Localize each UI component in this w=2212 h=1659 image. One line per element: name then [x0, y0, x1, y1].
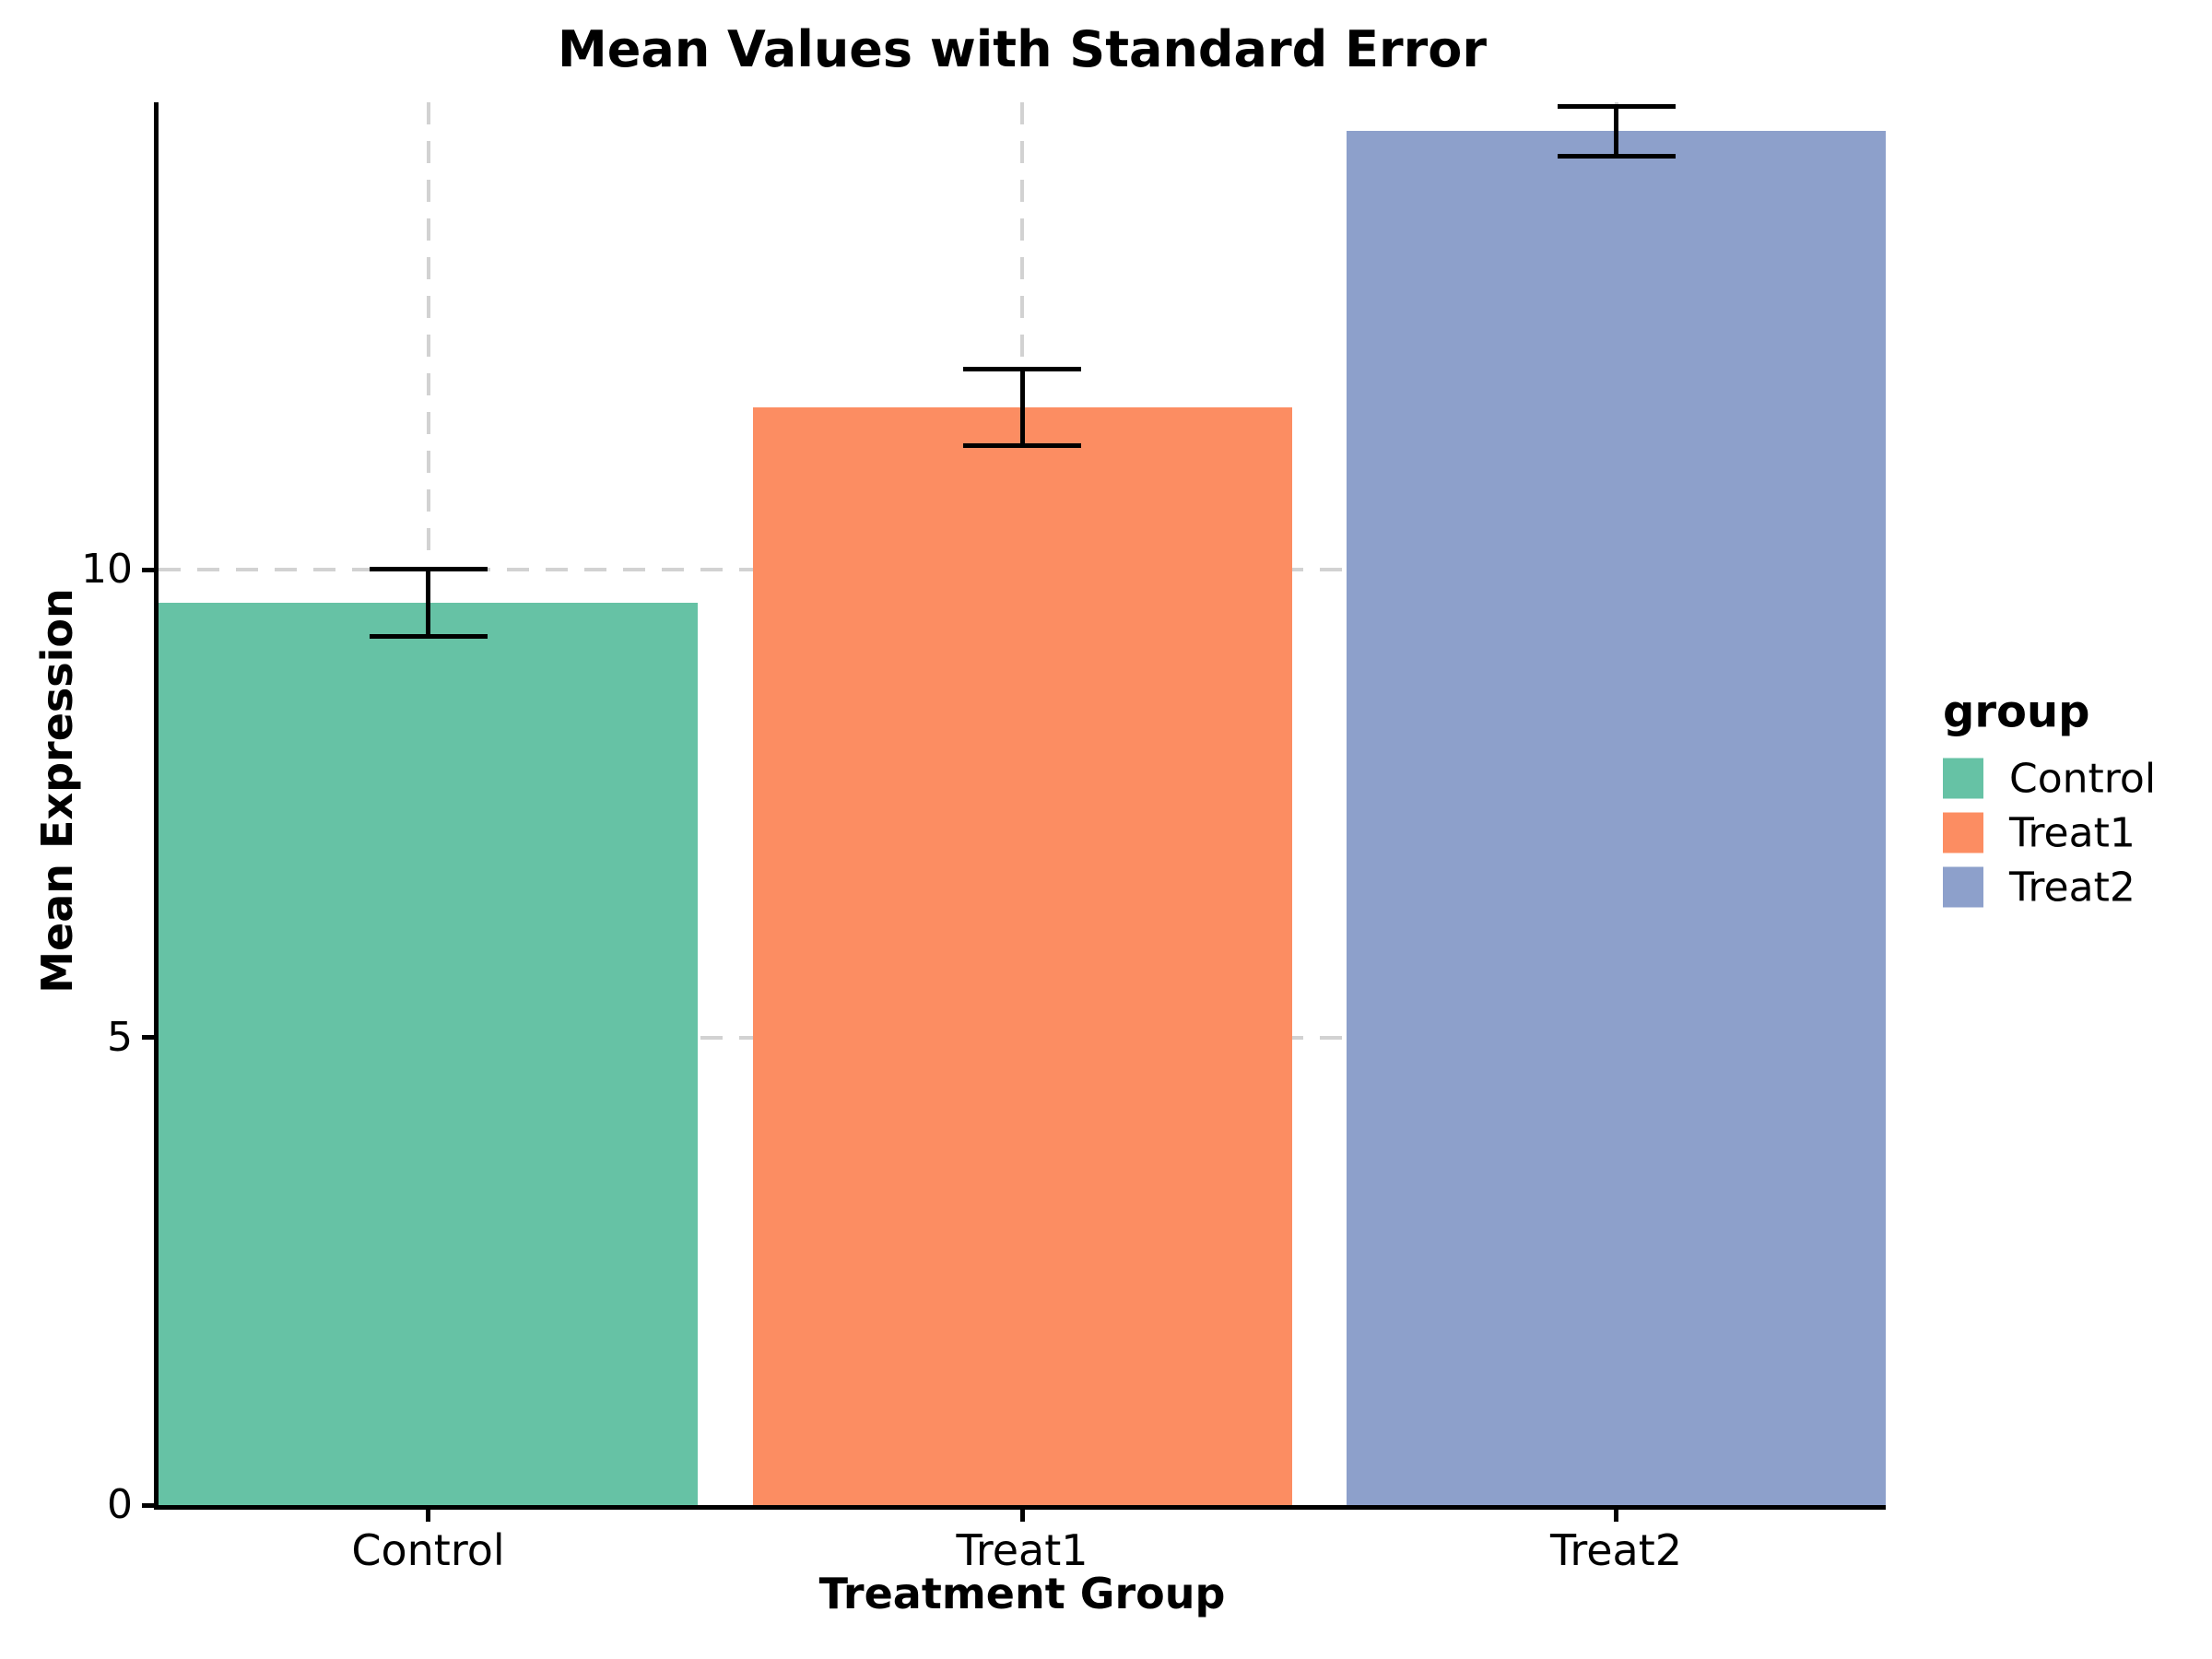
- y-axis-line: [154, 102, 159, 1510]
- bar-treat2: [1347, 131, 1886, 1505]
- x-tick-label-control: Control: [351, 1525, 505, 1575]
- y-tick-label-0: 0: [107, 1481, 133, 1528]
- legend-item-label: Control: [2009, 755, 2157, 802]
- legend-item-label: Treat1: [2009, 809, 2136, 856]
- legend-key-treat2: [1943, 866, 1983, 908]
- x-axis-title: Treatment Group: [818, 1569, 1226, 1618]
- y-tick-mark-5: [142, 1035, 154, 1041]
- y-tick-label-5: 5: [107, 1013, 133, 1061]
- error-bar-cap-lower-control: [369, 633, 488, 639]
- y-axis-title: Mean Expression: [32, 588, 82, 994]
- x-tick-mark-treat1: [1019, 1510, 1025, 1522]
- chart-title: Mean Values with Standard Error: [558, 20, 1487, 78]
- legend-title: group: [1943, 686, 2090, 738]
- legend: group Control Treat1 Treat2: [1943, 687, 2156, 922]
- legend-item-control: Control: [1943, 755, 2156, 802]
- legend-item-treat1: Treat1: [1943, 809, 2156, 856]
- x-tick-mark-control: [426, 1510, 430, 1522]
- error-bar-cap-upper-control: [369, 566, 488, 571]
- bar-control: [159, 602, 698, 1505]
- bar-treat1: [752, 406, 1292, 1505]
- plot-panel: [159, 102, 1886, 1505]
- legend-items: Control Treat1 Treat2: [1943, 755, 2156, 911]
- y-tick-mark-0: [142, 1502, 154, 1508]
- error-bar-line-control: [426, 569, 430, 637]
- x-axis-line: [154, 1505, 1886, 1510]
- error-bar-cap-lower-treat1: [963, 442, 1081, 448]
- legend-key-control: [1943, 758, 1983, 799]
- legend-item-treat2: Treat2: [1943, 864, 2156, 911]
- y-tick-mark-10: [142, 567, 154, 572]
- error-bar-cap-lower-treat2: [1557, 154, 1676, 159]
- legend-item-label: Treat2: [2009, 864, 2136, 911]
- error-bar-cap-upper-treat1: [963, 366, 1081, 371]
- x-tick-label-treat1: Treat1: [956, 1525, 1088, 1575]
- error-bar-cap-upper-treat2: [1557, 103, 1676, 109]
- y-tick-label-10: 10: [81, 546, 133, 594]
- error-bar-line-treat1: [1019, 369, 1025, 446]
- x-tick-mark-treat2: [1614, 1510, 1618, 1522]
- error-bar-line-treat2: [1614, 106, 1618, 157]
- legend-key-treat1: [1943, 812, 1983, 853]
- x-tick-label-treat2: Treat2: [1549, 1525, 1683, 1575]
